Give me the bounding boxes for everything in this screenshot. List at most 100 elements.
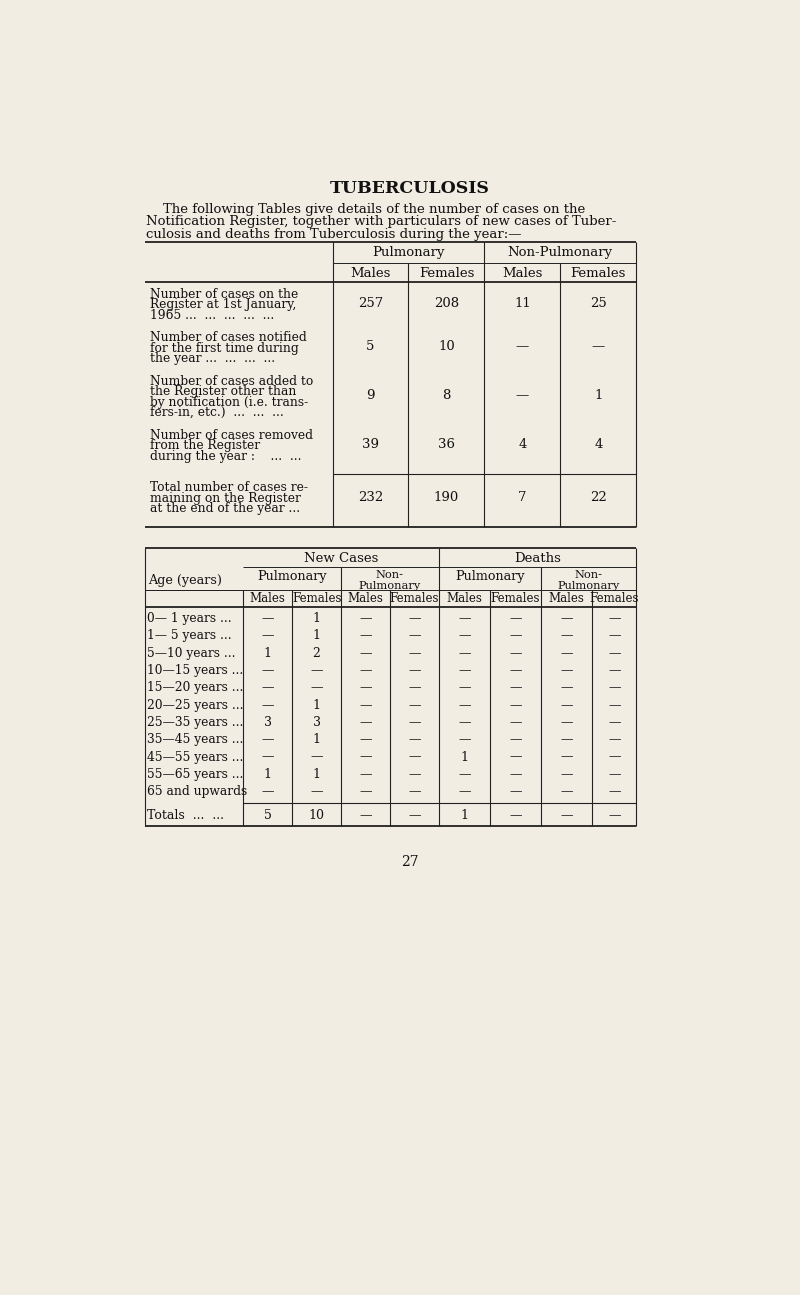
Text: —: — — [560, 768, 573, 781]
Text: —: — — [359, 613, 372, 625]
Text: —: — — [608, 681, 621, 694]
Text: —: — — [608, 698, 621, 712]
Text: —: — — [608, 733, 621, 746]
Text: —: — — [458, 629, 470, 642]
Text: Males: Males — [350, 267, 390, 280]
Text: 1: 1 — [313, 629, 321, 642]
Text: 1: 1 — [460, 751, 468, 764]
Text: Number of cases notified: Number of cases notified — [150, 332, 306, 344]
Text: —: — — [608, 664, 621, 677]
Text: at the end of the year ...: at the end of the year ... — [150, 502, 300, 515]
Text: Number of cases added to: Number of cases added to — [150, 374, 313, 387]
Text: for the first time during: for the first time during — [150, 342, 298, 355]
Text: —: — — [310, 664, 323, 677]
Text: The following Tables give details of the number of cases on the: The following Tables give details of the… — [146, 203, 586, 216]
Text: 1: 1 — [313, 613, 321, 625]
Text: Non-
Pulmonary: Non- Pulmonary — [558, 570, 620, 592]
Text: Number of cases removed: Number of cases removed — [150, 429, 313, 442]
Text: —: — — [262, 733, 274, 746]
Text: maining on the Register: maining on the Register — [150, 492, 301, 505]
Text: —: — — [560, 751, 573, 764]
Text: —: — — [359, 809, 372, 822]
Text: 36: 36 — [438, 438, 455, 451]
Text: —: — — [509, 681, 522, 694]
Text: —: — — [509, 785, 522, 798]
Text: —: — — [310, 785, 323, 798]
Text: —: — — [408, 785, 421, 798]
Text: 1: 1 — [313, 698, 321, 712]
Text: 65 and upwards: 65 and upwards — [147, 785, 247, 798]
Text: —: — — [509, 751, 522, 764]
Text: —: — — [608, 629, 621, 642]
Text: —: — — [592, 341, 605, 354]
Text: Notification Register, together with particulars of new cases of Tuber-: Notification Register, together with par… — [146, 215, 617, 228]
Text: —: — — [262, 751, 274, 764]
Text: 25—35 years ...: 25—35 years ... — [147, 716, 244, 729]
Text: the year ...  ...  ...  ...: the year ... ... ... ... — [150, 352, 274, 365]
Text: Pulmonary: Pulmonary — [258, 570, 327, 583]
Text: by notification (i.e. trans-: by notification (i.e. trans- — [150, 396, 308, 409]
Text: 0— 1 years ...: 0— 1 years ... — [147, 613, 232, 625]
Text: —: — — [608, 613, 621, 625]
Text: —: — — [509, 809, 522, 822]
Text: 1: 1 — [264, 646, 272, 659]
Text: —: — — [608, 751, 621, 764]
Text: —: — — [262, 629, 274, 642]
Text: —: — — [262, 613, 274, 625]
Text: —: — — [560, 716, 573, 729]
Text: —: — — [509, 698, 522, 712]
Text: —: — — [458, 681, 470, 694]
Text: —: — — [408, 768, 421, 781]
Text: Males: Males — [446, 592, 482, 605]
Text: 11: 11 — [514, 297, 530, 310]
Text: —: — — [458, 785, 470, 798]
Text: —: — — [408, 733, 421, 746]
Text: 232: 232 — [358, 491, 383, 504]
Text: —: — — [408, 698, 421, 712]
Text: —: — — [359, 785, 372, 798]
Text: —: — — [458, 646, 470, 659]
Text: Females: Females — [490, 592, 540, 605]
Text: —: — — [262, 664, 274, 677]
Text: during the year :    ...  ...: during the year : ... ... — [150, 449, 301, 462]
Text: 1— 5 years ...: 1— 5 years ... — [147, 629, 232, 642]
Text: Non-Pulmonary: Non-Pulmonary — [508, 246, 613, 259]
Text: 3: 3 — [264, 716, 272, 729]
Text: —: — — [262, 681, 274, 694]
Text: —: — — [509, 768, 522, 781]
Text: —: — — [608, 768, 621, 781]
Text: 45—55 years ...: 45—55 years ... — [147, 751, 244, 764]
Text: Females: Females — [390, 592, 439, 605]
Text: Pulmonary: Pulmonary — [372, 246, 445, 259]
Text: —: — — [608, 785, 621, 798]
Text: Males: Males — [549, 592, 585, 605]
Text: Register at 1st January,: Register at 1st January, — [150, 298, 296, 311]
Text: —: — — [560, 629, 573, 642]
Text: —: — — [310, 751, 323, 764]
Text: 10: 10 — [309, 809, 325, 822]
Text: —: — — [359, 751, 372, 764]
Text: —: — — [359, 716, 372, 729]
Text: —: — — [560, 664, 573, 677]
Text: 1965 ...  ...  ...  ...  ...: 1965 ... ... ... ... ... — [150, 308, 274, 321]
Text: 20—25 years ...: 20—25 years ... — [147, 698, 244, 712]
Text: 3: 3 — [313, 716, 321, 729]
Text: 1: 1 — [264, 768, 272, 781]
Text: —: — — [516, 388, 529, 403]
Text: from the Register: from the Register — [150, 439, 260, 452]
Text: the Register other than: the Register other than — [150, 385, 296, 399]
Text: 5: 5 — [366, 341, 374, 354]
Text: —: — — [359, 681, 372, 694]
Text: 5—10 years ...: 5—10 years ... — [147, 646, 236, 659]
Text: 15—20 years ...: 15—20 years ... — [147, 681, 244, 694]
Text: Non-
Pulmonary: Non- Pulmonary — [358, 570, 421, 592]
Text: 22: 22 — [590, 491, 606, 504]
Text: 25: 25 — [590, 297, 606, 310]
Text: —: — — [408, 646, 421, 659]
Text: Total number of cases re-: Total number of cases re- — [150, 482, 308, 495]
Text: fers-in, etc.)  ...  ...  ...: fers-in, etc.) ... ... ... — [150, 407, 283, 420]
Text: —: — — [359, 768, 372, 781]
Text: —: — — [359, 629, 372, 642]
Text: 2: 2 — [313, 646, 321, 659]
Text: Totals  ...  ...: Totals ... ... — [147, 809, 224, 822]
